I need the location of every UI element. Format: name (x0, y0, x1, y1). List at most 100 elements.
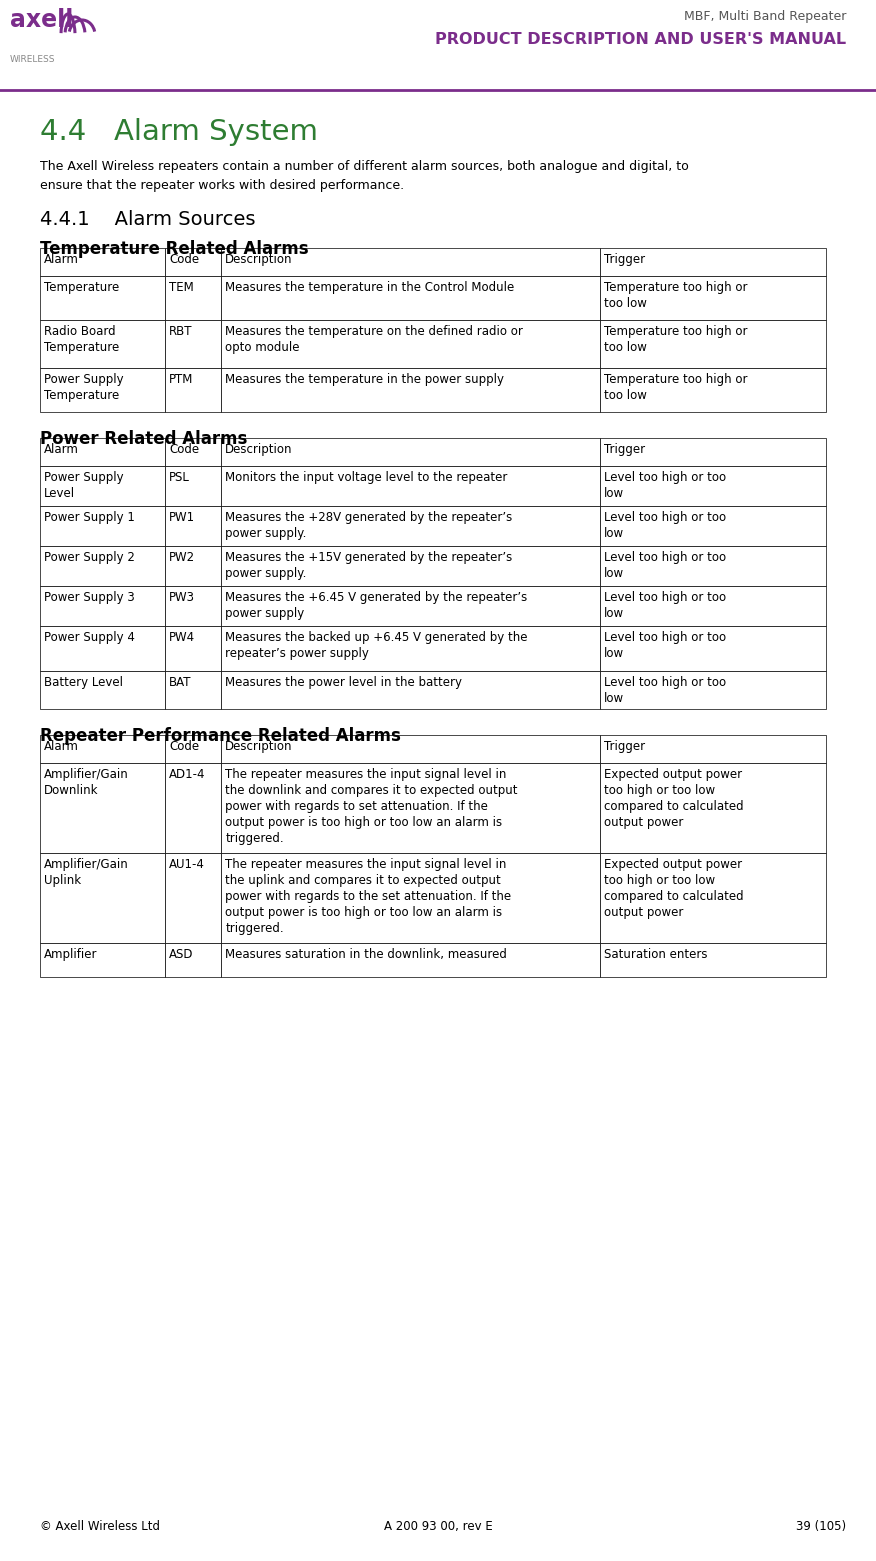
Bar (40, 439, 165, 467)
Bar (40, 506, 165, 546)
Text: © Axell Wireless Ltd: © Axell Wireless Ltd (40, 1520, 160, 1533)
Text: Power Related Alarms: Power Related Alarms (40, 429, 247, 448)
Bar (165, 368, 222, 412)
Text: Measures the backed up +6.45 V generated by the
repeater’s power supply: Measures the backed up +6.45 V generated… (225, 631, 528, 660)
Bar (40, 763, 165, 852)
Bar (40, 248, 165, 276)
Bar (222, 248, 600, 276)
Text: MBF, Multi Band Repeater: MBF, Multi Band Repeater (683, 9, 846, 23)
Text: Power Supply 2: Power Supply 2 (44, 551, 135, 564)
Bar (165, 506, 222, 546)
Bar (222, 506, 600, 546)
Bar (165, 276, 222, 320)
Bar (222, 943, 600, 977)
Text: Battery Level: Battery Level (44, 676, 123, 688)
Text: Measures the power level in the battery: Measures the power level in the battery (225, 676, 463, 688)
Text: Trigger: Trigger (604, 740, 646, 752)
Text: ASD: ASD (169, 948, 194, 962)
Text: Description: Description (225, 443, 293, 456)
Bar (40, 467, 165, 506)
Text: RBT: RBT (169, 325, 193, 339)
Bar (600, 368, 826, 412)
Bar (600, 467, 826, 506)
Bar (165, 943, 222, 977)
Bar (40, 276, 165, 320)
Text: A 200 93 00, rev E: A 200 93 00, rev E (384, 1520, 492, 1533)
Text: Repeater Performance Related Alarms: Repeater Performance Related Alarms (40, 727, 401, 745)
Bar (600, 671, 826, 709)
Text: PW4: PW4 (169, 631, 195, 645)
Bar (222, 546, 600, 585)
Text: Amplifier/Gain
Downlink: Amplifier/Gain Downlink (44, 768, 129, 798)
Bar (600, 943, 826, 977)
Text: Description: Description (225, 253, 293, 265)
Text: Trigger: Trigger (604, 253, 646, 265)
Bar (165, 626, 222, 671)
Bar (40, 671, 165, 709)
Bar (165, 320, 222, 368)
Bar (600, 248, 826, 276)
Text: Code: Code (169, 740, 199, 752)
Text: Amplifier/Gain
Uplink: Amplifier/Gain Uplink (44, 859, 129, 887)
Text: PRODUCT DESCRIPTION AND USER'S MANUAL: PRODUCT DESCRIPTION AND USER'S MANUAL (434, 31, 846, 47)
Text: axell: axell (10, 8, 74, 31)
Text: Temperature Related Alarms: Temperature Related Alarms (40, 240, 308, 258)
Text: TEM: TEM (169, 281, 194, 293)
Bar (600, 320, 826, 368)
Text: Level too high or too
low: Level too high or too low (604, 551, 726, 581)
Bar (222, 320, 600, 368)
Bar (165, 248, 222, 276)
Text: 4.4   Alarm System: 4.4 Alarm System (40, 119, 318, 147)
Text: Power Supply
Level: Power Supply Level (44, 471, 124, 500)
Bar (222, 626, 600, 671)
Bar (165, 467, 222, 506)
Text: Measures the temperature on the defined radio or
opto module: Measures the temperature on the defined … (225, 325, 523, 354)
Bar (40, 585, 165, 626)
Bar (222, 276, 600, 320)
Text: Level too high or too
low: Level too high or too low (604, 471, 726, 500)
Text: Level too high or too
low: Level too high or too low (604, 676, 726, 706)
Text: Measures the temperature in the Control Module: Measures the temperature in the Control … (225, 281, 514, 293)
Bar (222, 671, 600, 709)
Text: Trigger: Trigger (604, 443, 646, 456)
Text: Temperature: Temperature (44, 281, 119, 293)
Text: Expected output power
too high or too low
compared to calculated
output power: Expected output power too high or too lo… (604, 859, 744, 919)
Bar (600, 763, 826, 852)
Text: 4.4.1    Alarm Sources: 4.4.1 Alarm Sources (40, 211, 256, 229)
Text: Alarm: Alarm (44, 443, 79, 456)
Text: Code: Code (169, 253, 199, 265)
Bar (165, 546, 222, 585)
Text: Temperature too high or
too low: Temperature too high or too low (604, 325, 748, 354)
Bar (600, 439, 826, 467)
Text: Level too high or too
low: Level too high or too low (604, 510, 726, 540)
Bar (165, 763, 222, 852)
Text: Level too high or too
low: Level too high or too low (604, 631, 726, 660)
Text: PW2: PW2 (169, 551, 195, 564)
Text: AD1-4: AD1-4 (169, 768, 206, 780)
Bar (222, 439, 600, 467)
Text: Saturation enters: Saturation enters (604, 948, 708, 962)
Bar (600, 626, 826, 671)
Bar (165, 439, 222, 467)
Text: Amplifier: Amplifier (44, 948, 97, 962)
Bar (40, 943, 165, 977)
Bar (40, 320, 165, 368)
Text: BAT: BAT (169, 676, 192, 688)
Text: Code: Code (169, 443, 199, 456)
Text: WIRELESS: WIRELESS (10, 55, 55, 64)
Bar (165, 585, 222, 626)
Text: Temperature too high or
too low: Temperature too high or too low (604, 281, 748, 311)
Text: PW3: PW3 (169, 592, 195, 604)
Bar (40, 546, 165, 585)
Bar (222, 585, 600, 626)
Text: The repeater measures the input signal level in
the uplink and compares it to ex: The repeater measures the input signal l… (225, 859, 512, 935)
Bar (222, 735, 600, 763)
Text: Alarm: Alarm (44, 740, 79, 752)
Bar (600, 852, 826, 943)
Bar (222, 763, 600, 852)
Bar (40, 735, 165, 763)
Text: The Axell Wireless repeaters contain a number of different alarm sources, both a: The Axell Wireless repeaters contain a n… (40, 159, 689, 192)
Bar (222, 368, 600, 412)
Text: Measures the +15V generated by the repeater’s
power supply.: Measures the +15V generated by the repea… (225, 551, 512, 581)
Bar (165, 852, 222, 943)
